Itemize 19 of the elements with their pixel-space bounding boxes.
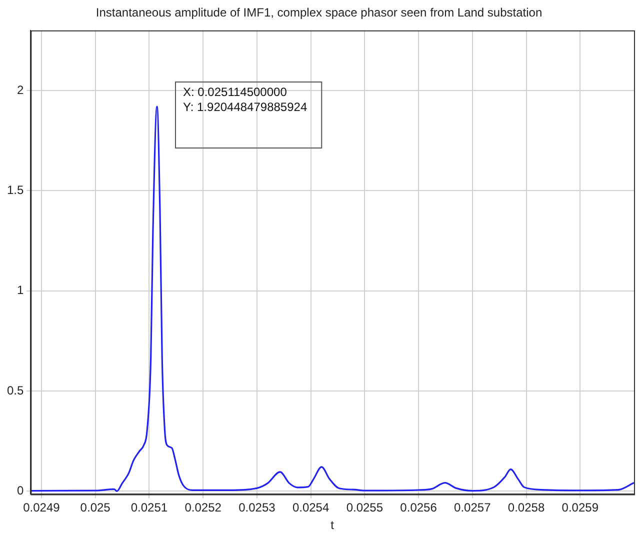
x-tick-label: 0.0254 [292, 500, 330, 515]
x-tick-label: 0.0251 [130, 500, 168, 515]
x-tick-label: 0.0252 [184, 500, 222, 515]
x-tick-label: 0.0257 [454, 500, 492, 515]
x-tick-label: 0.0249 [23, 500, 60, 515]
x-tick-label: 0.0258 [508, 500, 545, 515]
chart-title: Instantaneous amplitude of IMF1, complex space phasor seen from Land substation [96, 6, 542, 20]
y-tick-label: 2 [16, 82, 24, 97]
x-tick-label: 0.0259 [562, 500, 599, 515]
y-tick-label: 0 [16, 484, 24, 498]
y-tick-label: 1 [16, 283, 24, 298]
annotation: X: 0.025114500000 Y: 1.920448479885924 [183, 84, 308, 114]
x-tick-label: 0.0253 [238, 500, 276, 515]
x-tick-label: 0.025 [80, 500, 111, 515]
x-tick-label: 0.0256 [400, 500, 438, 515]
y-tick-label: 0.5 [6, 383, 24, 398]
x-axis-title: t [330, 518, 335, 532]
x-tick-label: 0.0255 [346, 500, 384, 515]
y-tick-label: 1.5 [6, 182, 24, 197]
